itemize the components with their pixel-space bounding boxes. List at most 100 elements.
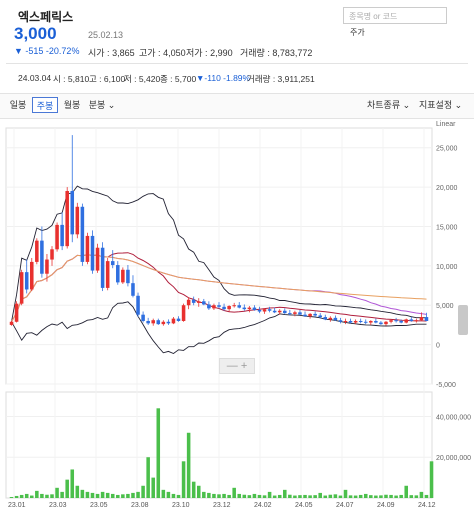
- volume-bar: [45, 494, 49, 498]
- volume-bar: [217, 494, 221, 498]
- volume-bar: [100, 491, 105, 498]
- price-tick-label: 15,000: [436, 224, 458, 231]
- price-change: ▼ -515 -20.72%: [14, 46, 80, 56]
- divider: [6, 63, 468, 64]
- candle-body: [318, 315, 322, 318]
- candle-body: [277, 310, 282, 313]
- stock-chart[interactable]: Linear 25,000 20,000 15,000 10,000 5,000 0 -5,0…: [0, 118, 474, 520]
- candle-body: [65, 191, 69, 247]
- candle-body: [298, 312, 302, 315]
- candle-body: [105, 261, 110, 288]
- candle-body: [110, 261, 115, 266]
- tab-daily[interactable]: 일봉: [9, 100, 27, 110]
- candle-body: [207, 304, 211, 309]
- volume-tick-label: 40,000,000: [436, 414, 471, 421]
- candle-body: [343, 320, 348, 322]
- volume-bar: [186, 432, 191, 498]
- x-tick-label: 24.12: [418, 502, 436, 509]
- candle-body: [328, 317, 333, 320]
- volume-bar: [348, 495, 353, 498]
- volume-bar: [35, 490, 39, 498]
- x-tick-label: 23.03: [49, 502, 67, 509]
- volume-bar: [90, 492, 95, 498]
- candle-body: [222, 306, 226, 310]
- candle-body: [166, 321, 171, 324]
- volume-bar: [156, 408, 161, 498]
- current-price: 3,000: [14, 24, 57, 43]
- volume-bar: [60, 491, 64, 498]
- candle-body: [308, 313, 312, 317]
- hist-open: 시 : 5,810: [53, 74, 90, 84]
- candle-body: [323, 317, 328, 320]
- volume-bar: [277, 494, 282, 498]
- volume-bar: [141, 485, 145, 498]
- volume-bar: [267, 491, 272, 498]
- x-tick-label: 24.02: [254, 502, 272, 509]
- volume-bar: [283, 489, 287, 498]
- candle-body: [24, 272, 29, 290]
- price-tick-label: 5,000: [436, 303, 454, 310]
- zoom-control[interactable]: — +: [219, 358, 255, 374]
- x-tick-label: 24.09: [377, 502, 395, 509]
- candle-body: [227, 306, 231, 310]
- volume-bar: [95, 493, 100, 498]
- volume-bar: [202, 491, 206, 498]
- candle-body: [9, 321, 14, 325]
- volume-bar: [303, 494, 307, 498]
- candle-body: [212, 305, 216, 309]
- indicator-settings-dropdown[interactable]: 지표설정 ⌄: [419, 100, 463, 110]
- candle-body: [45, 259, 49, 274]
- candle-body: [333, 317, 338, 321]
- price-tick-label: 25,000: [436, 146, 458, 153]
- chart-type-dropdown[interactable]: 차트종류 ⌄: [367, 100, 411, 110]
- volume-bar: [404, 485, 408, 498]
- scroll-handle[interactable]: [458, 305, 468, 335]
- candle-body: [186, 299, 191, 306]
- volume-bar: [151, 477, 155, 498]
- volume-bar: [333, 494, 338, 498]
- hist-low: 저 : 5,420: [124, 74, 161, 84]
- volume-bar: [414, 495, 419, 498]
- candle-body: [414, 320, 419, 322]
- candle-body: [176, 318, 181, 321]
- volume-bar: [227, 494, 231, 498]
- volume-bar: [363, 493, 368, 498]
- candle-body: [267, 309, 272, 311]
- volume-bar: [399, 494, 403, 498]
- volume-bar: [328, 494, 333, 498]
- candle-body: [313, 313, 317, 316]
- candle-body: [384, 321, 388, 325]
- candle-body: [419, 317, 424, 321]
- stock-search-input[interactable]: 종목명 or 코드: [343, 7, 447, 24]
- tab-weekly[interactable]: 주봉: [32, 97, 58, 113]
- x-tick-label: 23.10: [172, 502, 190, 509]
- candle-body: [50, 249, 54, 260]
- candle-body: [126, 269, 130, 284]
- volume-bar: [80, 489, 85, 498]
- candle-body: [85, 235, 90, 262]
- volume-bar: [121, 494, 125, 498]
- volume-bar: [191, 481, 196, 498]
- candle-body: [191, 299, 196, 303]
- tab-minute[interactable]: 분봉 ⌄: [88, 100, 116, 110]
- tab-monthly[interactable]: 월봉: [63, 100, 81, 110]
- candle-body: [121, 269, 125, 283]
- candle-body: [80, 206, 85, 262]
- hist-high: 고 : 6,100: [89, 74, 126, 84]
- hist-date: 24.03.04: [18, 73, 52, 83]
- x-tick-label: 23.01: [8, 502, 26, 509]
- volume-bar: [353, 495, 358, 498]
- volume-bar: [75, 485, 80, 498]
- volume-bar: [379, 495, 383, 498]
- stock-name: 엑스페릭스: [18, 10, 74, 24]
- zoom-in-button[interactable]: +: [240, 360, 248, 372]
- zoom-out-button[interactable]: —: [226, 360, 238, 372]
- volume-bar: [272, 495, 277, 498]
- volume-bar: [288, 494, 292, 498]
- volume-bar: [374, 495, 378, 498]
- volume-bar: [298, 495, 302, 498]
- candle-body: [19, 272, 24, 304]
- candle-body: [171, 318, 176, 324]
- price-tick-label: -5,000: [436, 382, 456, 389]
- stat-volume: 거래량 : 8,783,772: [240, 48, 313, 58]
